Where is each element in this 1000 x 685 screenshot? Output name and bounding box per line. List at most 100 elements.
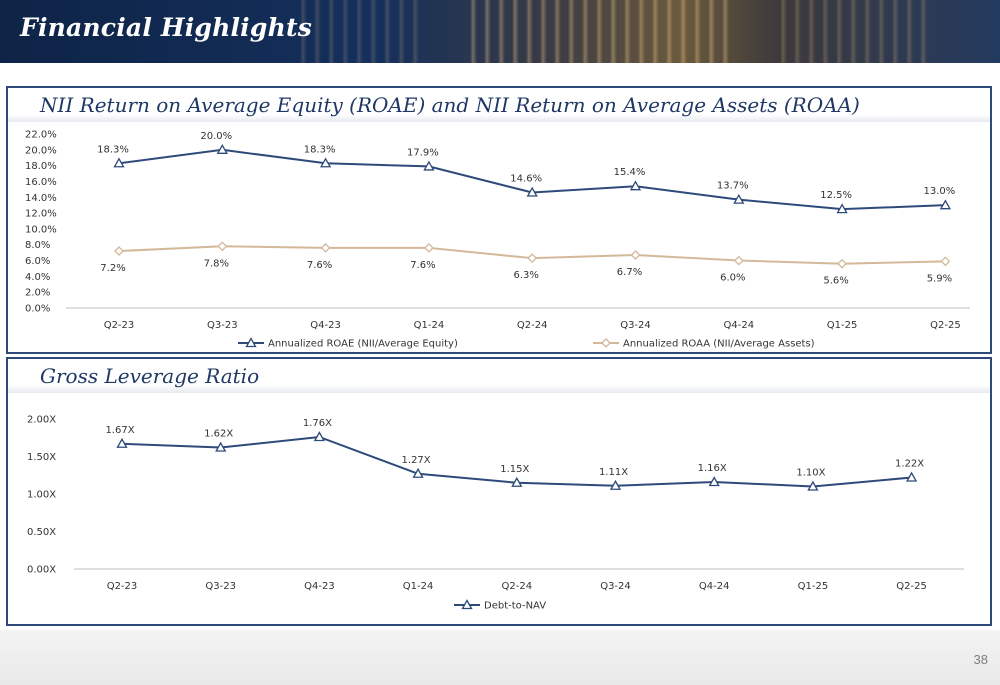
data-point bbox=[320, 242, 331, 253]
data-label: 13.7% bbox=[717, 181, 749, 192]
x-tick-label: Q1-24 bbox=[414, 320, 445, 331]
data-label: 1.27X bbox=[402, 455, 431, 466]
data-point bbox=[423, 160, 435, 171]
data-point bbox=[708, 476, 720, 487]
data-point bbox=[630, 250, 641, 260]
page-number: 38 bbox=[973, 652, 988, 667]
y-tick-label: 16.0% bbox=[25, 177, 57, 188]
y-tick-label: 20.0% bbox=[25, 145, 57, 156]
data-label: 1.62X bbox=[204, 429, 233, 440]
banner-decoration bbox=[780, 0, 930, 63]
data-point bbox=[461, 599, 473, 610]
data-label: 7.6% bbox=[307, 260, 332, 271]
x-tick-label: Q3-24 bbox=[600, 581, 631, 592]
header-banner: Financial Highlights bbox=[0, 0, 1000, 63]
data-point bbox=[807, 480, 819, 491]
data-point bbox=[939, 199, 952, 210]
chart-title: Gross Leverage Ratio bbox=[8, 359, 990, 393]
data-label: 12.5% bbox=[820, 190, 852, 201]
x-tick-label: Q2-23 bbox=[104, 320, 135, 331]
data-label: 1.16X bbox=[698, 463, 727, 474]
data-label: 1.15X bbox=[500, 464, 529, 475]
data-point bbox=[215, 441, 227, 452]
x-tick-label: Q1-24 bbox=[403, 581, 434, 592]
data-label: 18.3% bbox=[97, 144, 129, 155]
data-label: 15.4% bbox=[614, 167, 646, 178]
y-tick-label: 0.50X bbox=[27, 527, 56, 538]
legend-label: Annualized ROAE (NII/Average Equity) bbox=[268, 339, 458, 350]
x-tick-label: Q3-24 bbox=[620, 320, 651, 331]
x-tick-label: Q4-23 bbox=[310, 320, 341, 331]
data-point bbox=[905, 471, 918, 482]
data-label: 6.3% bbox=[513, 270, 538, 281]
roae-roaa-panel: NII Return on Average Equity (ROAE) and … bbox=[6, 86, 992, 354]
leverage-chart: 0.00X 0.50X 1.00X 1.50X 2.00X Q2-23 Q3-23 Q4-23… bbox=[27, 415, 964, 612]
y-tick-label: 4.0% bbox=[25, 272, 50, 283]
leverage-panel: Gross Leverage Ratio 0.00X 0.50X 1.00X 1.50… bbox=[6, 357, 992, 626]
data-label: 7.2% bbox=[100, 263, 125, 274]
footer-band bbox=[0, 630, 1000, 685]
x-tick-label: Q2-25 bbox=[896, 581, 927, 592]
data-point bbox=[609, 479, 622, 490]
banner-decoration bbox=[300, 0, 420, 63]
data-point bbox=[526, 186, 538, 197]
data-label: 17.9% bbox=[407, 147, 439, 158]
data-point bbox=[527, 253, 538, 264]
y-tick-label: 6.0% bbox=[25, 256, 50, 267]
y-tick-label: 12.0% bbox=[25, 209, 57, 220]
data-point bbox=[113, 157, 125, 168]
data-label: 14.6% bbox=[510, 174, 542, 185]
y-tick-label: 18.0% bbox=[25, 161, 57, 172]
data-label: 13.0% bbox=[924, 186, 956, 197]
y-tick-label: 2.00X bbox=[27, 415, 56, 426]
data-point bbox=[837, 258, 848, 269]
data-point bbox=[511, 476, 523, 487]
data-point bbox=[245, 337, 257, 348]
data-label: 6.0% bbox=[720, 273, 745, 284]
x-tick-label: Q3-23 bbox=[207, 320, 238, 331]
x-tick-label: Q4-24 bbox=[699, 581, 730, 592]
data-point bbox=[836, 203, 848, 214]
y-tick-label: 1.50X bbox=[27, 452, 56, 463]
data-point bbox=[601, 338, 611, 348]
x-tick-label: Q4-24 bbox=[724, 320, 755, 331]
data-point bbox=[733, 255, 744, 266]
y-tick-label: 0.0% bbox=[25, 304, 50, 315]
data-point bbox=[733, 193, 745, 204]
data-point bbox=[216, 143, 228, 154]
data-label: 5.9% bbox=[927, 273, 952, 284]
data-label: 6.7% bbox=[617, 267, 642, 278]
x-tick-label: Q1-25 bbox=[827, 320, 858, 331]
data-label: 20.0% bbox=[200, 131, 232, 142]
x-tick-label: Q1-25 bbox=[798, 581, 829, 592]
data-label: 1.11X bbox=[599, 467, 628, 478]
data-label: 1.22X bbox=[895, 459, 924, 470]
x-tick-label: Q3-23 bbox=[205, 581, 236, 592]
data-point bbox=[412, 467, 424, 478]
y-tick-label: 10.0% bbox=[25, 224, 57, 235]
data-point bbox=[116, 437, 128, 448]
page-title: Financial Highlights bbox=[20, 13, 312, 42]
data-point bbox=[423, 242, 434, 253]
roae-roaa-chart: 0.0% 2.0% 4.0% 6.0% 8.0% 10.0% 12.0% 14.0% 16.0%… bbox=[25, 130, 970, 350]
y-tick-label: 1.00X bbox=[27, 490, 56, 501]
x-tick-label: Q2-25 bbox=[930, 320, 961, 331]
data-point bbox=[114, 246, 124, 256]
data-point bbox=[940, 256, 951, 267]
legend-label: Debt-to-NAV bbox=[484, 601, 546, 612]
y-tick-label: 22.0% bbox=[25, 130, 57, 141]
data-label: 1.76X bbox=[303, 418, 332, 429]
data-label: 1.10X bbox=[796, 468, 825, 479]
data-label: 7.8% bbox=[204, 258, 229, 269]
data-point bbox=[313, 431, 326, 442]
y-tick-label: 0.00X bbox=[27, 565, 56, 576]
y-tick-label: 8.0% bbox=[25, 240, 50, 251]
data-point bbox=[217, 241, 228, 252]
data-point bbox=[629, 180, 642, 191]
chart-title: NII Return on Average Equity (ROAE) and … bbox=[8, 88, 990, 122]
banner-decoration bbox=[470, 0, 730, 63]
data-label: 18.3% bbox=[304, 144, 336, 155]
x-tick-label: Q2-24 bbox=[502, 581, 533, 592]
y-tick-label: 14.0% bbox=[25, 193, 57, 204]
x-tick-label: Q2-23 bbox=[107, 581, 138, 592]
